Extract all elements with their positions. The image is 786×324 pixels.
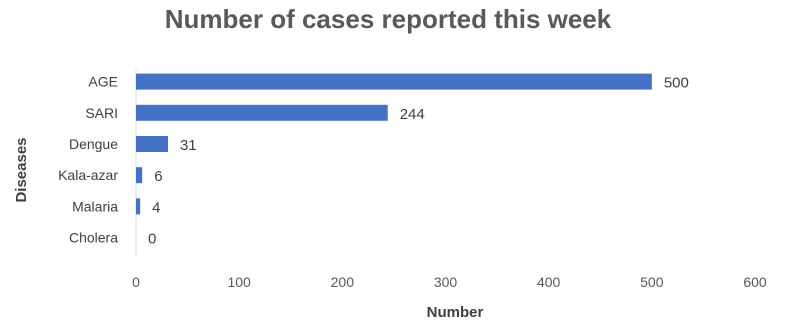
category-label: Dengue (69, 136, 118, 152)
data-label: 500 (664, 75, 689, 92)
x-tick-label: 0 (132, 274, 140, 290)
x-tick-label: 100 (227, 274, 251, 290)
category-label: Kala-azar (58, 167, 118, 183)
x-tick-label: 600 (743, 274, 767, 290)
x-axis-title: Number (427, 304, 484, 321)
chart-title: Number of cases reported this week (165, 4, 612, 34)
category-label: SARI (85, 105, 118, 121)
bar (136, 198, 141, 215)
bars-group: AGE 500 SARI 244 Dengue 31 Kala-azar 6 Malaria 4 C… (58, 73, 689, 248)
y-axis-title: Diseases (13, 137, 30, 202)
x-tick-label: 400 (537, 274, 561, 290)
bar (136, 104, 388, 121)
data-label: 244 (400, 106, 425, 123)
data-label: 31 (180, 137, 197, 154)
category-label: Malaria (72, 198, 118, 214)
bar (136, 136, 168, 152)
data-label: 0 (148, 231, 156, 248)
data-label: 6 (154, 168, 162, 185)
bar (136, 73, 652, 90)
category-label: Cholera (69, 230, 118, 246)
bar (136, 167, 143, 184)
x-tick-label: 200 (331, 274, 355, 290)
data-label: 4 (152, 199, 160, 216)
x-tick-label: 300 (434, 274, 458, 290)
category-label: AGE (88, 74, 118, 90)
x-tick-label: 500 (640, 274, 664, 290)
